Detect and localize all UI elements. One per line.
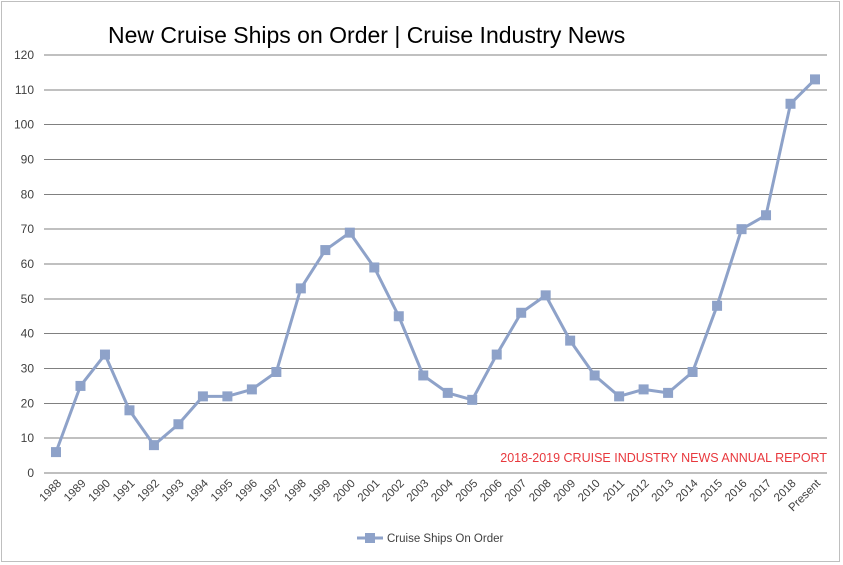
data-point-2017 bbox=[761, 210, 772, 221]
data-point-2014 bbox=[687, 366, 698, 377]
data-point-2004 bbox=[442, 387, 453, 398]
x-tick-label: 1991 bbox=[111, 478, 138, 505]
x-tick-label: 2007 bbox=[503, 478, 530, 505]
data-point-1999 bbox=[320, 245, 331, 256]
x-tick-label: 1996 bbox=[233, 478, 260, 505]
data-point-2007 bbox=[516, 307, 527, 318]
y-tick-label: 70 bbox=[21, 222, 35, 236]
gridlines bbox=[44, 54, 827, 474]
data-point-2010 bbox=[589, 370, 600, 381]
x-tick-label: 2006 bbox=[478, 478, 505, 505]
data-point-2005 bbox=[467, 394, 478, 405]
legend-marker-swatch bbox=[365, 533, 375, 543]
x-tick-label: 1990 bbox=[87, 478, 114, 505]
y-tick-label: 20 bbox=[21, 396, 35, 410]
data-point-2013 bbox=[663, 387, 674, 398]
y-tick-label: 60 bbox=[21, 257, 35, 271]
x-tick-label: 2015 bbox=[699, 478, 726, 505]
x-tick-label: 2010 bbox=[576, 478, 603, 505]
x-tick-label: 2011 bbox=[601, 478, 627, 504]
x-tick-label: 1997 bbox=[258, 478, 285, 505]
y-tick-label: 80 bbox=[21, 187, 35, 201]
y-tick-label: 110 bbox=[15, 83, 34, 97]
legend-label: Cruise Ships On Order bbox=[387, 533, 503, 545]
y-axis-ticks: 0 10 20 30 40 50 60 70 80 90 100 110 120 bbox=[14, 48, 34, 480]
x-tick-label: 1999 bbox=[307, 478, 334, 505]
x-tick-label: 2009 bbox=[552, 478, 579, 505]
data-point-1988 bbox=[51, 447, 61, 458]
data-point-2006 bbox=[491, 349, 502, 360]
data-point-Present bbox=[810, 74, 820, 85]
y-tick-label: 10 bbox=[21, 431, 35, 445]
x-axis-ticks: 1988198919901991199219931994199519961997… bbox=[38, 477, 824, 514]
x-tick-label: 2012 bbox=[625, 478, 652, 505]
x-tick-label: 1988 bbox=[38, 478, 65, 505]
y-tick-label: 0 bbox=[27, 466, 34, 480]
x-tick-label: 2017 bbox=[748, 478, 775, 505]
data-point-1998 bbox=[295, 283, 306, 294]
x-tick-label: 2002 bbox=[380, 478, 407, 505]
data-point-2002 bbox=[393, 311, 404, 322]
y-tick-label: 30 bbox=[21, 362, 35, 376]
series-cruise-ships-on-order bbox=[51, 74, 820, 458]
y-tick-label: 50 bbox=[21, 292, 35, 306]
data-point-1990 bbox=[99, 349, 110, 360]
data-point-1989 bbox=[75, 380, 86, 391]
data-point-1991 bbox=[124, 405, 135, 416]
data-point-2009 bbox=[565, 335, 576, 346]
x-tick-label: 1994 bbox=[184, 477, 211, 504]
y-tick-label: 100 bbox=[14, 118, 34, 132]
x-tick-label: 2004 bbox=[429, 477, 456, 504]
data-point-2018 bbox=[785, 98, 796, 109]
data-point-2000 bbox=[344, 227, 355, 238]
x-tick-label: 2000 bbox=[331, 478, 358, 505]
x-tick-label: 2005 bbox=[454, 478, 481, 505]
x-tick-label: 1992 bbox=[135, 478, 162, 505]
y-tick-label: 40 bbox=[21, 327, 35, 341]
series-line bbox=[54, 78, 817, 453]
x-tick-label: 2003 bbox=[405, 478, 432, 505]
report-annotation: 2018-2019 CRUISE INDUSTRY NEWS ANNUAL RE… bbox=[500, 451, 827, 465]
x-tick-label: 2013 bbox=[650, 478, 677, 505]
y-tick-label: 90 bbox=[21, 153, 35, 167]
data-point-2003 bbox=[418, 370, 429, 381]
data-point-1995 bbox=[222, 391, 233, 402]
chart-title: New Cruise Ships on Order | Cruise Indus… bbox=[108, 22, 625, 48]
data-point-2001 bbox=[369, 262, 380, 273]
data-point-1993 bbox=[173, 419, 184, 430]
data-point-2008 bbox=[540, 290, 551, 301]
x-tick-label: 1995 bbox=[209, 478, 236, 505]
data-point-2015 bbox=[712, 300, 723, 311]
x-tick-label: 1998 bbox=[282, 478, 309, 505]
x-tick-label: 1993 bbox=[160, 478, 187, 505]
data-point-1996 bbox=[246, 384, 257, 395]
x-tick-label: 2008 bbox=[527, 478, 554, 505]
y-tick-label: 120 bbox=[14, 48, 34, 62]
legend: Cruise Ships On Order bbox=[357, 533, 503, 545]
x-tick-label: 2001 bbox=[356, 478, 383, 505]
data-point-1992 bbox=[148, 440, 159, 451]
data-point-2012 bbox=[638, 384, 649, 395]
data-point-2016 bbox=[736, 224, 747, 235]
x-tick-label: 2014 bbox=[674, 477, 701, 504]
data-point-1997 bbox=[271, 366, 282, 377]
data-point-2011 bbox=[614, 391, 625, 402]
x-tick-label: 1989 bbox=[62, 478, 89, 505]
data-point-1994 bbox=[197, 391, 208, 402]
x-tick-label: 2016 bbox=[723, 478, 750, 505]
